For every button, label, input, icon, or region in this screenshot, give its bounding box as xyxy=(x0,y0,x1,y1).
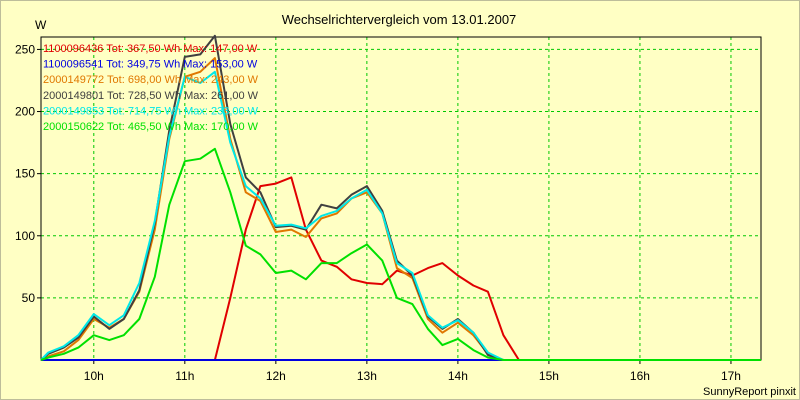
series-line-3 xyxy=(40,57,761,361)
x-tick-label: 11h xyxy=(175,369,194,383)
y-tick-label: 200 xyxy=(15,105,35,119)
x-tick-label: 16h xyxy=(630,369,650,383)
axes: 50 100 150 200 250 10h 11h 12h 13h 14h 15h 16h 17h xyxy=(15,36,762,383)
legend-entry-2: 1100096541 Tot: 349,75 Wh Max: 153,00 W xyxy=(43,59,258,71)
series-line-1 xyxy=(41,176,761,361)
grid xyxy=(41,37,761,360)
footer-credit: SunnyReport pinxit xyxy=(703,386,796,398)
legend-entry-3: 2000149772 Tot: 698,00 Wh Max: 243,00 W xyxy=(43,74,259,86)
x-tick-label: 14h xyxy=(448,369,468,383)
legend-entry-5: 2000149853 Tot: 714,75 Wh Max: 233,00 W xyxy=(43,105,259,117)
y-tick-label: 250 xyxy=(15,42,35,56)
y-tick-label: 100 xyxy=(15,229,35,243)
series-line-6 xyxy=(40,147,761,361)
chart-title: Wechselrichtervergleich vom 13.01.2007 xyxy=(282,12,517,27)
series-lines xyxy=(40,34,761,361)
legend-entry-6: 2000150622 Tot: 465,50 Wh Max: 170,00 W xyxy=(43,121,259,133)
legend: 1100096436 Tot: 367,50 Wh Max: 147,00 W 1… xyxy=(43,43,259,133)
y-axis-unit: W xyxy=(35,18,47,32)
x-tick-label: 13h xyxy=(357,369,377,383)
x-tick-label: 15h xyxy=(539,369,559,383)
x-tick-label: 10h xyxy=(84,369,104,383)
y-tick-label: 150 xyxy=(15,167,35,181)
legend-entry-4: 2000149801 Tot: 728,50 Wh Max: 261,00 W xyxy=(43,90,259,102)
x-tick-label: 12h xyxy=(266,369,286,383)
legend-entry-1: 1100096436 Tot: 367,50 Wh Max: 147,00 W xyxy=(43,43,258,55)
y-tick-label: 50 xyxy=(22,291,36,305)
x-tick-label: 17h xyxy=(721,369,741,383)
